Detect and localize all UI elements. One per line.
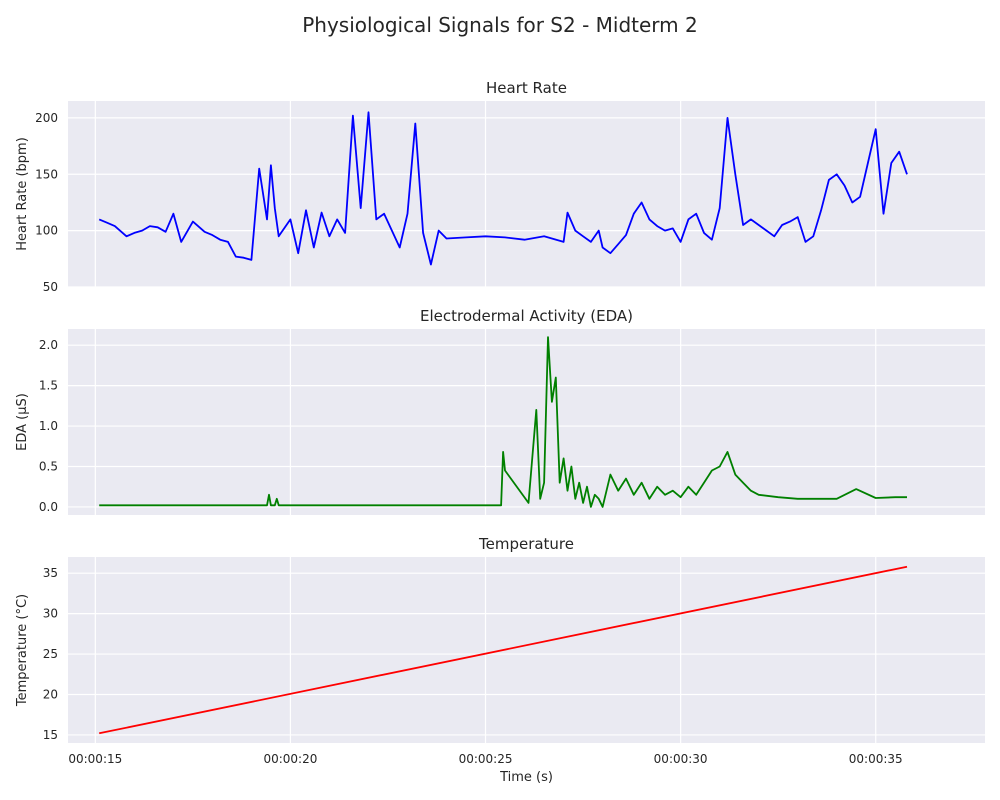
series-line bbox=[98, 111, 908, 266]
y-tick-label: 200 bbox=[35, 111, 58, 125]
y-tick-label: 0.5 bbox=[39, 459, 58, 473]
y-tick-label: 100 bbox=[35, 224, 58, 238]
y-tick-label: 0.0 bbox=[39, 500, 58, 514]
panel-2: 0.0 0.5 1.0 1.5 2.0 Electrodermal Activity (E… bbox=[15, 307, 985, 515]
x-tick-label: 00:00:30 bbox=[654, 752, 708, 766]
y-tick-label: 1.0 bbox=[39, 419, 58, 433]
y-tick-label: 2.0 bbox=[39, 338, 58, 352]
axes-background bbox=[68, 329, 985, 515]
y-tick-label: 35 bbox=[43, 566, 58, 580]
axes-title: Temperature bbox=[478, 535, 574, 553]
y-axis-label: EDA (μS) bbox=[15, 393, 30, 451]
x-tick-label: 00:00:20 bbox=[263, 752, 317, 766]
panels: 50 100 150 200 Heart Rate Heart Rate (bpm) 0.0… bbox=[15, 79, 985, 785]
y-tick-label: 50 bbox=[43, 280, 58, 294]
y-tick-label: 20 bbox=[43, 687, 58, 701]
panel-1: 50 100 150 200 Heart Rate Heart Rate (bpm) bbox=[15, 79, 985, 294]
x-tick-label: 00:00:15 bbox=[68, 752, 122, 766]
y-tick-label: 1.5 bbox=[39, 379, 58, 393]
x-tick-label: 00:00:25 bbox=[459, 752, 513, 766]
y-tick-label: 15 bbox=[43, 728, 58, 742]
x-tick-label: 00:00:35 bbox=[849, 752, 903, 766]
axes-background bbox=[68, 101, 985, 287]
x-axis-label: Time (s) bbox=[499, 770, 553, 785]
series-line bbox=[99, 565, 908, 735]
y-tick-label: 25 bbox=[43, 647, 58, 661]
y-axis-label: Heart Rate (bpm) bbox=[15, 137, 30, 251]
y-tick-label: 150 bbox=[35, 167, 58, 181]
axes-background bbox=[68, 557, 985, 743]
axes-title: Heart Rate bbox=[486, 79, 567, 97]
y-tick-label: 30 bbox=[43, 607, 58, 621]
axes-title: Electrodermal Activity (EDA) bbox=[420, 307, 633, 325]
figure-title: Physiological Signals for S2 - Midterm 2 bbox=[302, 13, 698, 37]
y-axis-label: Temperature (°C) bbox=[15, 594, 30, 707]
panel-3: 15 20 25 30 35 00:00:15 00:00:20 00:00:25 00:00:… bbox=[15, 535, 985, 785]
series-line bbox=[99, 336, 907, 508]
